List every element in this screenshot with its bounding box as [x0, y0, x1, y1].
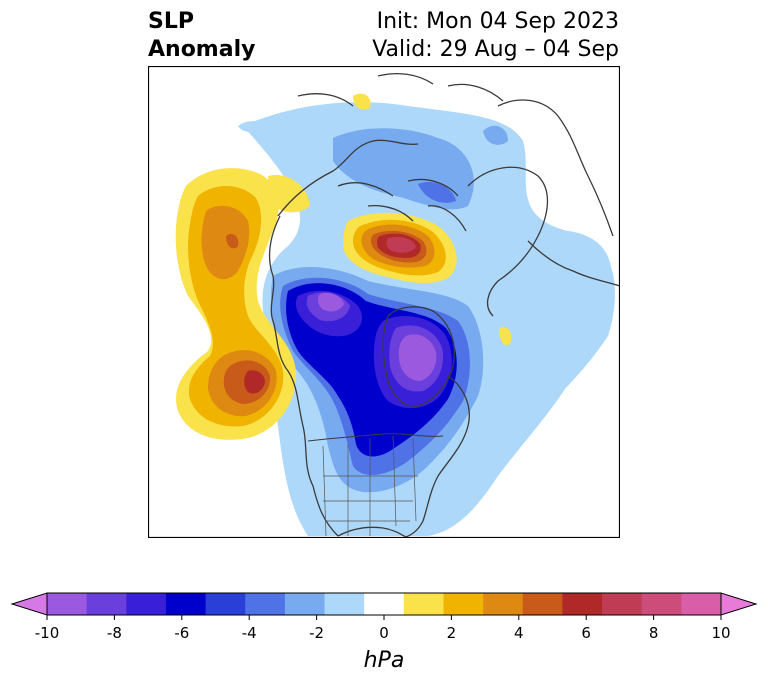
colorbar-extend-min	[10, 592, 48, 616]
colorbar-tick-label: 4	[514, 624, 524, 642]
colorbar-segment	[562, 593, 603, 615]
positive-anomaly-fields	[175, 93, 512, 440]
colorbar-segment	[403, 593, 444, 615]
coastline-greenland	[467, 166, 549, 317]
colorbar-segment	[205, 593, 246, 615]
colorbar-segment	[522, 593, 563, 615]
colorbar-tick-label: 10	[711, 624, 730, 642]
colorbar-segment	[165, 593, 207, 615]
colorbar-tick-label: 0	[379, 624, 389, 642]
coastline-hudson-bay	[382, 306, 455, 407]
colorbar-segment	[641, 593, 682, 615]
colorbar-tick-label: -6	[174, 624, 189, 642]
colorbar-segment	[443, 593, 484, 615]
colorbar-ticks: -10 -8 -6 -4 -2 0 2 4 6 8 10	[35, 615, 731, 642]
colorbar-tick-label: -10	[35, 624, 60, 642]
colorbar-segment	[284, 593, 326, 615]
colorbar-segments	[10, 592, 758, 616]
colorbar-segment	[324, 593, 365, 615]
colorbar-segment	[245, 593, 286, 615]
slp-anomaly-map	[148, 66, 620, 538]
purple-core-east	[398, 334, 437, 381]
orange-core-pacific-north	[201, 205, 250, 280]
coastline-gulf	[337, 526, 409, 538]
coastline-alaska	[277, 139, 419, 217]
coastline-north-america-west	[268, 215, 339, 537]
light-blue-spot	[238, 121, 266, 133]
state-borders	[322, 435, 418, 537]
map-frame	[148, 66, 620, 538]
colorbar-unit-label: hPa	[364, 648, 405, 673]
colorbar-segment	[602, 593, 643, 615]
title-right: Init: Mon 04 Sep 2023 Valid: 29 Aug – 04…	[372, 8, 619, 64]
colorbar-extend-max	[720, 592, 758, 616]
title-left: SLP Anomaly	[148, 8, 255, 64]
colorbar-tick-label: -8	[107, 624, 122, 642]
coastline-europe	[497, 99, 620, 287]
coastlines-and-borders	[268, 73, 620, 538]
colorbar-segment	[126, 593, 167, 615]
border-canada-usa	[307, 433, 444, 442]
title-type: Anomaly	[148, 37, 256, 62]
colorbar-segment	[483, 593, 524, 615]
blue-spot-ne	[483, 125, 508, 145]
coastline-arctic-archipelago	[337, 178, 467, 232]
init-date: Init: Mon 04 Sep 2023	[376, 9, 619, 34]
yellow-spot-atlantic	[499, 327, 512, 346]
colorbar-tick-label: 8	[649, 624, 659, 642]
purple-core-west	[317, 292, 344, 312]
mid-blue-arctic	[418, 181, 456, 203]
colorbar-tick-label: 2	[447, 624, 457, 642]
colorbar-tick-label: -4	[242, 624, 257, 642]
colorbar-segment	[86, 593, 127, 615]
valid-range: Valid: 29 Aug – 04 Sep	[372, 37, 619, 62]
crimson-core-arctic	[386, 236, 416, 253]
rust-spot-pacific-north	[226, 234, 239, 249]
yellow-field-neck	[268, 175, 310, 213]
light-blue-field-east	[488, 256, 615, 413]
colorbar: -10 -8 -6 -4 -2 0 2 4 6 8 10 hPa	[10, 592, 758, 673]
yellow-field-north	[353, 93, 371, 110]
coastline-asia-north	[297, 73, 504, 107]
colorbar-segment	[364, 593, 405, 615]
title-variable: SLP	[148, 9, 194, 34]
coastline-east-north-america	[402, 375, 470, 538]
colorbar-segment	[47, 593, 88, 615]
red-core-pacific-south	[244, 370, 265, 394]
colorbar-segment	[681, 593, 722, 615]
colorbar-tick-label: -2	[309, 624, 324, 642]
colorbar-tick-label: 6	[581, 624, 591, 642]
